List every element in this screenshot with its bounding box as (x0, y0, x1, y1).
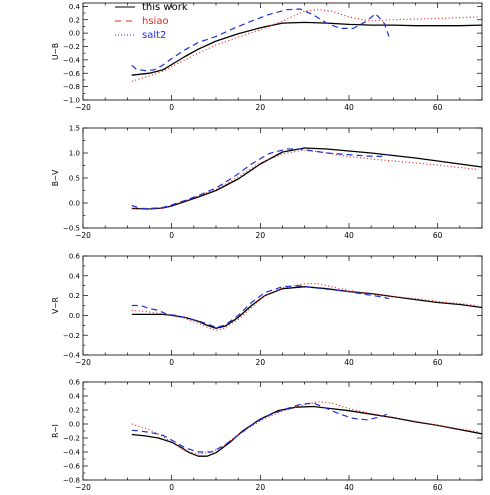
x-tick-label: 0 (169, 231, 174, 240)
y-axis-label: U−B (51, 43, 60, 60)
x-tick-label: 20 (256, 103, 266, 112)
x-tick-label: −20 (75, 231, 91, 240)
y-tick-label: 0.4 (69, 3, 81, 11)
y-tick-label: −1.0 (63, 97, 80, 105)
y-tick-label: −0.4 (63, 56, 81, 64)
y-axis-label: B−V (51, 169, 60, 186)
x-tick-label: 40 (344, 358, 354, 367)
x-tick-label: 40 (344, 231, 354, 240)
y-tick-label: 0.4 (69, 272, 81, 280)
series-line-salt2 (131, 8, 390, 72)
x-tick-label: 60 (433, 358, 443, 367)
series-line-salt2 (131, 402, 390, 453)
x-tick-label: −20 (75, 358, 91, 367)
y-axis-label: V−R (51, 297, 60, 314)
x-tick-label: 40 (344, 483, 354, 492)
y-tick-label: 0.5 (69, 175, 80, 183)
x-tick-label: 20 (256, 358, 266, 367)
y-tick-label: 0.2 (69, 407, 80, 415)
y-tick-label: −0.5 (63, 225, 80, 233)
x-tick-label: 20 (256, 483, 266, 492)
y-tick-label: 0.2 (69, 292, 80, 300)
y-tick-label: 0.6 (69, 253, 81, 261)
legend-label-this-work: this work (142, 2, 188, 13)
y-tick-label: 0.0 (69, 30, 80, 38)
y-tick-label: 1.0 (69, 150, 80, 158)
plot-frame (82, 127, 483, 229)
series-line-hsiao (131, 401, 478, 455)
legend: this work hsiao salt2 (115, 2, 188, 41)
series-line-this-work (131, 405, 482, 457)
y-tick-label: −0.6 (63, 70, 81, 78)
series-line-this-work (131, 21, 482, 76)
y-tick-label: 0.0 (69, 200, 80, 208)
series-line-this-work (131, 147, 482, 210)
y-axis-label: R−I (51, 424, 60, 438)
panel-r-i: −20 0 20 40 60 −0.8 −0.6 −0.4 −0.2 0.0 0.2 0.4 0.6 R−… (51, 379, 483, 492)
y-tick-label: 0.4 (69, 393, 81, 401)
x-tick-label: 60 (433, 483, 443, 492)
series-line-salt2 (131, 148, 390, 210)
x-tick-label: 0 (169, 483, 174, 492)
plot-frame (82, 255, 483, 356)
x-tick-label: 20 (256, 231, 266, 240)
y-tick-label: −0.2 (63, 332, 80, 340)
y-tick-label: −0.8 (63, 83, 80, 91)
y-tick-label: −0.6 (63, 463, 81, 471)
series-line-salt2 (131, 285, 390, 328)
legend-label-hsiao: hsiao (142, 16, 169, 27)
panel-u-b: −20 0 20 40 60 −1.0 −0.8 −0.6 −0.4 −0.2 0.0 0.2 0.4 U… (51, 2, 483, 112)
x-tick-label: 0 (169, 358, 174, 367)
series-line-this-work (131, 286, 482, 329)
x-tick-label: 40 (344, 103, 354, 112)
panel-b-v: −20 0 20 40 60 −0.5 0.0 0.5 1.0 1.5 B−V (51, 125, 483, 240)
y-tick-label: 1.5 (69, 125, 80, 133)
series-line-hsiao (131, 283, 478, 331)
x-tick-label: 60 (433, 231, 443, 240)
series-line-hsiao (131, 9, 478, 82)
x-tick-label: 0 (169, 103, 174, 112)
x-tick-label: −20 (75, 483, 91, 492)
legend-label-salt2: salt2 (142, 30, 166, 41)
y-tick-label: −0.2 (63, 435, 80, 443)
panel-v-r: −20 0 20 40 60 −0.4 −0.2 0.0 0.2 0.4 0.6 V−R (51, 253, 483, 367)
x-tick-label: −20 (75, 103, 91, 112)
y-tick-label: −0.4 (63, 352, 81, 360)
y-tick-label: 0.6 (69, 379, 81, 387)
y-tick-label: 0.0 (69, 312, 80, 320)
y-tick-label: −0.4 (63, 449, 81, 457)
y-tick-label: 0.0 (69, 421, 80, 429)
y-tick-label: −0.8 (63, 477, 80, 485)
x-tick-label: 60 (433, 103, 443, 112)
y-tick-label: 0.2 (69, 16, 80, 24)
y-tick-label: −0.2 (63, 43, 80, 51)
